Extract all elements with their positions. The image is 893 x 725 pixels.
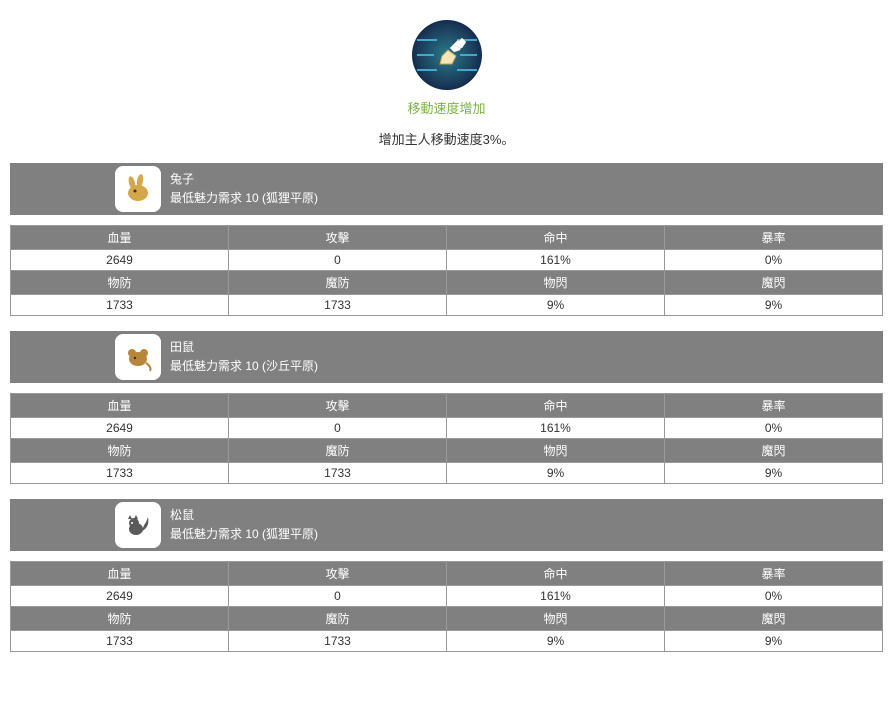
table-row: 血量 攻擊 命中 暴率 bbox=[11, 394, 883, 418]
page-container: 移動速度增加 增加主人移動速度3%。 兔子 最低魅力需求 10 (狐狸平原) 血… bbox=[0, 0, 893, 672]
stats-table: 血量 攻擊 命中 暴率 2649 0 161% 0% 物防 魔防 物閃 魔閃 1… bbox=[10, 225, 883, 316]
stat-header: 命中 bbox=[447, 562, 665, 586]
table-row: 血量 攻擊 命中 暴率 bbox=[11, 562, 883, 586]
skill-header: 移動速度增加 增加主人移動速度3%。 bbox=[10, 20, 883, 148]
pet-block: 松鼠 最低魅力需求 10 (狐狸平原) 血量 攻擊 命中 暴率 2649 0 1… bbox=[10, 499, 883, 652]
stat-header: 魔防 bbox=[229, 439, 447, 463]
table-row: 1733 1733 9% 9% bbox=[11, 295, 883, 316]
stat-value: 9% bbox=[665, 295, 883, 316]
stat-value: 2649 bbox=[11, 418, 229, 439]
stat-header: 血量 bbox=[11, 394, 229, 418]
stat-header: 命中 bbox=[447, 394, 665, 418]
skill-icon-wrap bbox=[10, 20, 883, 90]
stat-header: 命中 bbox=[447, 226, 665, 250]
stat-header: 物閃 bbox=[447, 607, 665, 631]
stats-table: 血量 攻擊 命中 暴率 2649 0 161% 0% 物防 魔防 物閃 魔閃 1… bbox=[10, 393, 883, 484]
stat-header: 魔閃 bbox=[665, 439, 883, 463]
stat-header: 攻擊 bbox=[229, 562, 447, 586]
stat-value: 1733 bbox=[229, 463, 447, 484]
skill-description: 增加主人移動速度3%。 bbox=[10, 129, 883, 148]
stat-header: 暴率 bbox=[665, 226, 883, 250]
rabbit-icon bbox=[115, 166, 161, 212]
stat-value: 0% bbox=[665, 250, 883, 271]
stat-header: 物防 bbox=[11, 607, 229, 631]
stat-header: 血量 bbox=[11, 226, 229, 250]
mouse-icon bbox=[115, 334, 161, 380]
stat-value: 2649 bbox=[11, 250, 229, 271]
pet-requirement: 最低魅力需求 10 (狐狸平原) bbox=[170, 525, 318, 544]
pet-requirement: 最低魅力需求 10 (狐狸平原) bbox=[170, 189, 318, 208]
stat-value: 161% bbox=[447, 250, 665, 271]
table-row: 2649 0 161% 0% bbox=[11, 250, 883, 271]
pet-block: 兔子 最低魅力需求 10 (狐狸平原) 血量 攻擊 命中 暴率 2649 0 1… bbox=[10, 163, 883, 316]
stat-header: 物閃 bbox=[447, 439, 665, 463]
stat-value: 0 bbox=[229, 586, 447, 607]
pet-info: 松鼠 最低魅力需求 10 (狐狸平原) bbox=[170, 506, 318, 544]
stat-header: 魔閃 bbox=[665, 607, 883, 631]
stat-value: 1733 bbox=[11, 295, 229, 316]
pet-requirement: 最低魅力需求 10 (沙丘平原) bbox=[170, 357, 318, 376]
stat-value: 1733 bbox=[11, 463, 229, 484]
stat-header: 暴率 bbox=[665, 394, 883, 418]
stat-value: 9% bbox=[447, 631, 665, 652]
pet-header: 松鼠 最低魅力需求 10 (狐狸平原) bbox=[10, 499, 883, 551]
stat-header: 魔防 bbox=[229, 271, 447, 295]
stat-header: 攻擊 bbox=[229, 394, 447, 418]
table-row: 物防 魔防 物閃 魔閃 bbox=[11, 607, 883, 631]
table-row: 血量 攻擊 命中 暴率 bbox=[11, 226, 883, 250]
stat-value: 9% bbox=[665, 631, 883, 652]
skill-name: 移動速度增加 bbox=[10, 98, 883, 117]
stat-header: 魔閃 bbox=[665, 271, 883, 295]
stat-header: 攻擊 bbox=[229, 226, 447, 250]
squirrel-icon bbox=[115, 502, 161, 548]
speed-boost-icon bbox=[412, 20, 482, 90]
pet-name: 松鼠 bbox=[170, 506, 318, 525]
stat-value: 1733 bbox=[11, 631, 229, 652]
table-row: 2649 0 161% 0% bbox=[11, 586, 883, 607]
stat-value: 9% bbox=[447, 295, 665, 316]
stat-header: 物閃 bbox=[447, 271, 665, 295]
stat-header: 血量 bbox=[11, 562, 229, 586]
stat-header: 物防 bbox=[11, 439, 229, 463]
stat-value: 9% bbox=[665, 463, 883, 484]
stat-value: 9% bbox=[447, 463, 665, 484]
table-row: 1733 1733 9% 9% bbox=[11, 463, 883, 484]
stat-value: 1733 bbox=[229, 631, 447, 652]
stat-header: 魔防 bbox=[229, 607, 447, 631]
pet-info: 田鼠 最低魅力需求 10 (沙丘平原) bbox=[170, 338, 318, 376]
table-row: 物防 魔防 物閃 魔閃 bbox=[11, 439, 883, 463]
stat-value: 1733 bbox=[229, 295, 447, 316]
stat-value: 161% bbox=[447, 586, 665, 607]
pet-block: 田鼠 最低魅力需求 10 (沙丘平原) 血量 攻擊 命中 暴率 2649 0 1… bbox=[10, 331, 883, 484]
stat-value: 0 bbox=[229, 250, 447, 271]
stat-header: 物防 bbox=[11, 271, 229, 295]
stats-table: 血量 攻擊 命中 暴率 2649 0 161% 0% 物防 魔防 物閃 魔閃 1… bbox=[10, 561, 883, 652]
pet-header: 田鼠 最低魅力需求 10 (沙丘平原) bbox=[10, 331, 883, 383]
stat-header: 暴率 bbox=[665, 562, 883, 586]
stat-value: 0 bbox=[229, 418, 447, 439]
pet-name: 田鼠 bbox=[170, 338, 318, 357]
table-row: 1733 1733 9% 9% bbox=[11, 631, 883, 652]
stat-value: 161% bbox=[447, 418, 665, 439]
pet-name: 兔子 bbox=[170, 170, 318, 189]
table-row: 2649 0 161% 0% bbox=[11, 418, 883, 439]
pet-info: 兔子 最低魅力需求 10 (狐狸平原) bbox=[170, 170, 318, 208]
stat-value: 2649 bbox=[11, 586, 229, 607]
stat-value: 0% bbox=[665, 586, 883, 607]
table-row: 物防 魔防 物閃 魔閃 bbox=[11, 271, 883, 295]
pet-header: 兔子 最低魅力需求 10 (狐狸平原) bbox=[10, 163, 883, 215]
stat-value: 0% bbox=[665, 418, 883, 439]
